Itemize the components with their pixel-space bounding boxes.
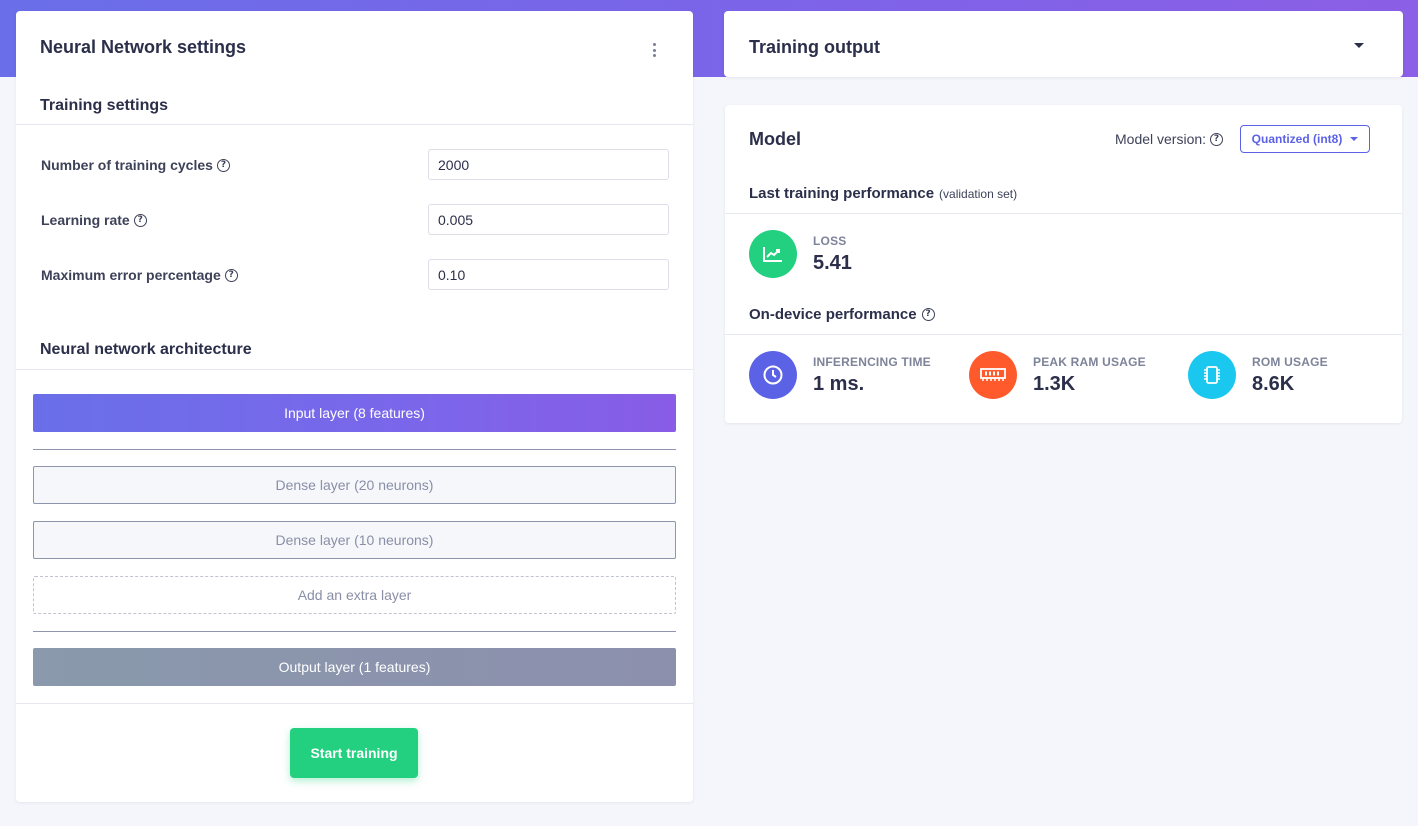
help-icon[interactable]: ? [133, 213, 147, 227]
help-icon[interactable]: ? [1210, 132, 1224, 146]
add-layer-button[interactable]: Add an extra layer [33, 576, 676, 614]
max-error-input[interactable] [428, 259, 669, 290]
learning-rate-row: Learning rate ? [41, 204, 669, 235]
loss-label: LOSS [813, 233, 847, 248]
learning-rate-input[interactable] [428, 204, 669, 235]
model-version-label-text: Model version: [1115, 131, 1207, 147]
start-training-button[interactable]: Start training [290, 728, 418, 778]
peak-ram-label: PEAK RAM USAGE [1033, 354, 1146, 369]
inferencing-time-value: 1 ms. [813, 372, 865, 395]
loss-metric: LOSS 5.41 [749, 230, 852, 278]
training-cycles-label: Number of training cycles ? [41, 157, 230, 173]
peak-ram-value: 1.3K [1033, 372, 1076, 395]
dense-layer-10[interactable]: Dense layer (10 neurons) [33, 521, 676, 559]
chip-icon [1188, 351, 1236, 399]
max-error-row: Maximum error percentage ? [41, 259, 669, 290]
model-version-label: Model version: ? [1115, 131, 1224, 147]
last-perf-title-text: Last training performance [749, 185, 935, 202]
chart-icon [749, 230, 797, 278]
layer-divider [33, 449, 676, 450]
output-layer[interactable]: Output layer (1 features) [33, 648, 676, 686]
training-output-card[interactable]: Training output [724, 11, 1403, 77]
ram-icon [969, 351, 1017, 399]
input-layer[interactable]: Input layer (8 features) [33, 394, 676, 432]
layer-divider [33, 631, 676, 632]
divider [16, 124, 693, 125]
inferencing-time-label: INFERENCING TIME [813, 354, 931, 369]
last-perf-subtitle: (validation set) [939, 186, 1018, 201]
help-icon[interactable]: ? [921, 308, 935, 321]
max-error-label-text: Maximum error percentage [41, 267, 221, 283]
divider [16, 703, 693, 704]
loss-value: 5.41 [813, 251, 852, 274]
rom-usage-value: 8.6K [1252, 372, 1295, 395]
clock-icon [749, 351, 797, 399]
device-perf-title-text: On-device performance [749, 306, 917, 323]
learning-rate-label: Learning rate ? [41, 212, 147, 228]
max-error-label: Maximum error percentage ? [41, 267, 238, 283]
on-device-performance-title: On-device performance ? [749, 306, 935, 323]
rom-usage-label: ROM USAGE [1252, 354, 1328, 369]
training-cycles-input[interactable] [428, 149, 669, 180]
model-version-value: Quantized (int8) [1251, 132, 1343, 146]
help-icon[interactable]: ? [224, 268, 238, 282]
training-settings-title: Training settings [40, 97, 169, 114]
divider [725, 213, 1402, 214]
dense-layer-20[interactable]: Dense layer (20 neurons) [33, 466, 676, 504]
model-version-select[interactable]: Quantized (int8) [1240, 125, 1370, 153]
learning-rate-label-text: Learning rate [41, 212, 130, 228]
rom-usage-metric: ROM USAGE 8.6K [1188, 351, 1328, 399]
model-title: Model [749, 129, 801, 149]
more-options-icon[interactable] [651, 43, 657, 57]
inferencing-time-metric: INFERENCING TIME 1 ms. [749, 351, 931, 399]
training-cycles-label-text: Number of training cycles [41, 157, 213, 173]
architecture-title: Neural network architecture [40, 341, 252, 358]
training-output-title: Training output [749, 37, 880, 57]
model-card: Model Model version: ? Quantized (int8) … [725, 105, 1402, 423]
caret-down-icon [1350, 137, 1359, 141]
neural-network-settings-card: Neural Network settings Training setting… [16, 11, 693, 802]
training-cycles-row: Number of training cycles ? [41, 149, 669, 180]
card-title: Neural Network settings [40, 37, 247, 57]
chevron-down-icon[interactable] [1354, 43, 1364, 48]
divider [725, 334, 1402, 335]
help-icon[interactable]: ? [216, 158, 230, 172]
peak-ram-metric: PEAK RAM USAGE 1.3K [969, 351, 1146, 399]
last-training-performance-title: Last training performance (validation se… [749, 185, 1017, 202]
divider [16, 369, 693, 370]
